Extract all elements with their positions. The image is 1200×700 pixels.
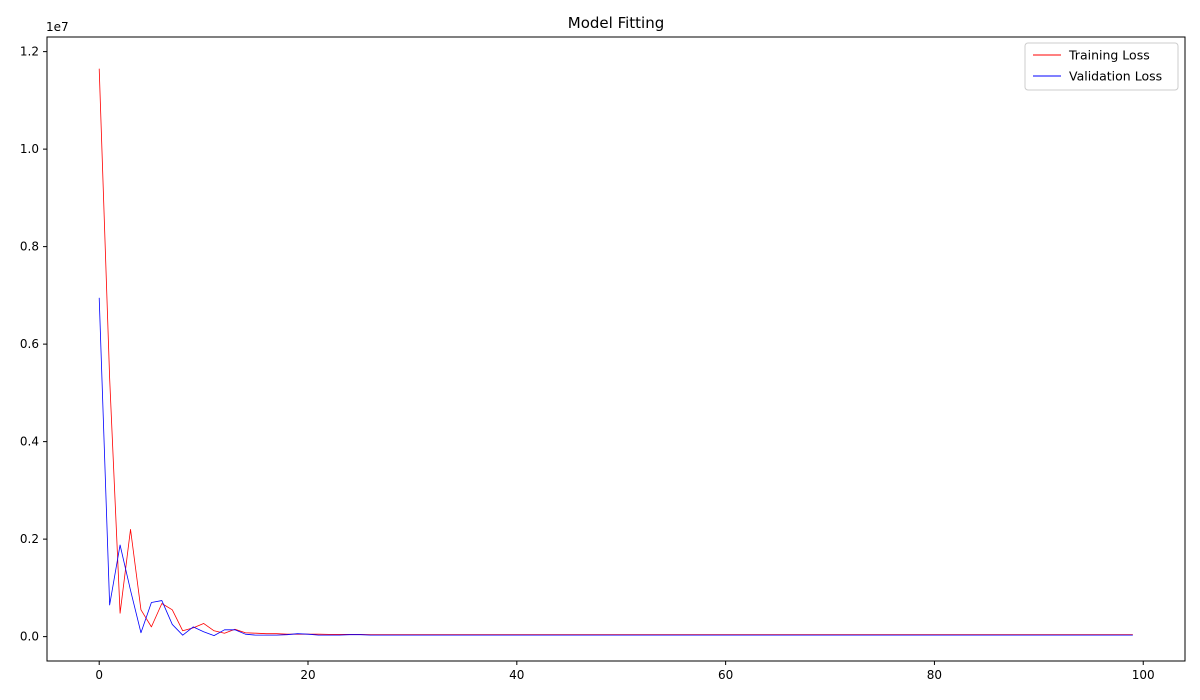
x-tick-label: 20 [300, 668, 315, 682]
plot-frame [46, 36, 1186, 662]
legend-box [1024, 42, 1179, 91]
x-tick-label: 60 [718, 668, 733, 682]
legend-label-training-loss: Training Loss [1068, 48, 1150, 63]
y-tick-label: 0.8 [20, 240, 39, 254]
y-tick-label: 0.4 [20, 435, 39, 449]
chart-title: Model Fitting [568, 14, 664, 32]
y-tick-label: 1.0 [20, 142, 39, 156]
y-tick-label: 0.6 [20, 337, 39, 351]
y-tick-label: 0.2 [20, 532, 39, 546]
x-tick-label: 40 [509, 668, 524, 682]
y-axis-offset-label: 1e7 [46, 20, 69, 34]
series-line-validation-loss [98, 297, 1133, 637]
legend: Training Loss Validation Loss [1024, 42, 1179, 91]
series-line-training-loss [98, 68, 1133, 636]
y-axis: 0.0 0.2 0.4 0.6 0.8 1.0 1.2 [20, 45, 47, 644]
x-tick-label: 100 [1132, 668, 1155, 682]
x-tick-label: 0 [95, 668, 103, 682]
y-tick-label: 1.2 [20, 45, 39, 59]
plot-area: 0 20 40 60 80 100 0.0 0.2 0.4 0.6 0.8 1.0 1.2 [20, 36, 1186, 682]
x-axis: 0 20 40 60 80 100 [95, 661, 1155, 682]
legend-label-validation-loss: Validation Loss [1069, 69, 1162, 84]
series-group [98, 68, 1133, 637]
y-tick-label: 0.0 [20, 630, 39, 644]
x-tick-label: 80 [927, 668, 942, 682]
